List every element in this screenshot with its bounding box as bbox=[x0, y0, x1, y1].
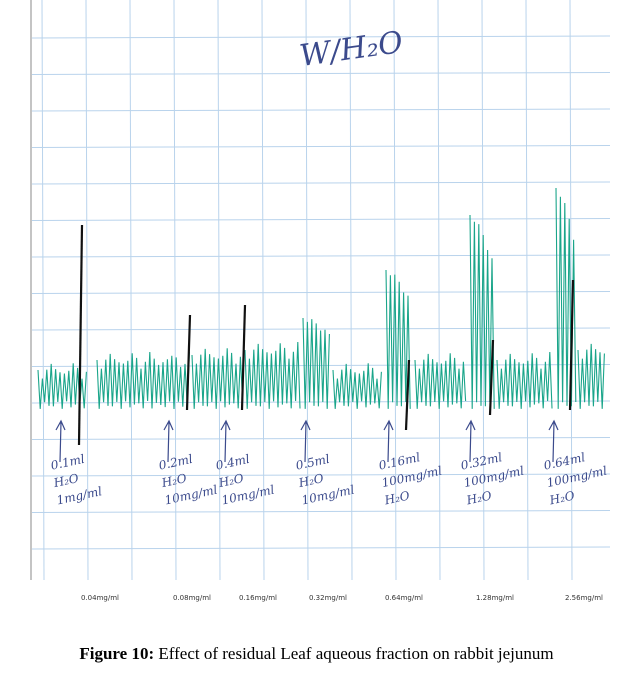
grid-line bbox=[31, 35, 611, 39]
grid-line bbox=[31, 218, 611, 221]
dose-arrow bbox=[300, 419, 311, 463]
dose-note: H₂O bbox=[216, 471, 245, 490]
grid-line bbox=[31, 254, 611, 258]
concentration-label: 0.08mg/ml bbox=[173, 594, 211, 602]
drug-spike bbox=[488, 339, 495, 416]
concentration-label: 0.16mg/ml bbox=[239, 594, 277, 602]
trace-segment bbox=[385, 269, 411, 409]
concentration-label: 0.32mg/ml bbox=[309, 594, 347, 602]
drug-spike bbox=[185, 314, 192, 411]
caption: Figure 10: Effect of residual Leaf aqueo… bbox=[0, 644, 633, 664]
concentration-label: 0.64mg/ml bbox=[385, 594, 423, 602]
trace-segment bbox=[332, 363, 382, 409]
grid-line bbox=[437, 0, 441, 581]
grid-line bbox=[41, 0, 45, 581]
paper bbox=[30, 0, 610, 580]
trace-segment bbox=[414, 353, 467, 409]
drug-spike bbox=[568, 279, 575, 411]
grid bbox=[31, 0, 611, 581]
dose-note: H₂O bbox=[547, 488, 576, 507]
dose-note: H₂O bbox=[464, 488, 493, 507]
dose-arrow bbox=[465, 419, 476, 463]
trace-segment bbox=[302, 317, 330, 409]
trace-segment bbox=[191, 348, 244, 409]
grid-line bbox=[85, 0, 89, 581]
grid-line bbox=[31, 145, 611, 148]
caption-number: Figure 10: bbox=[79, 644, 155, 663]
dose-note: H₂O bbox=[51, 471, 80, 490]
trace-segment bbox=[244, 341, 301, 409]
grid-line bbox=[349, 0, 353, 581]
grid-line bbox=[31, 437, 611, 440]
drug-spike bbox=[240, 304, 247, 411]
trace-segment bbox=[577, 343, 605, 409]
dose-arrow bbox=[220, 419, 231, 463]
grid-line bbox=[217, 0, 221, 581]
grid-line bbox=[31, 473, 611, 477]
grid-line bbox=[31, 181, 611, 185]
dose-note: H₂O bbox=[382, 488, 411, 507]
concentration-label: 1.28mg/ml bbox=[476, 594, 514, 602]
grid-line bbox=[129, 0, 133, 581]
grid-line bbox=[31, 108, 611, 112]
caption-text: Effect of residual Leaf aqueous fraction… bbox=[158, 644, 554, 663]
grid-line bbox=[261, 0, 265, 581]
dose-note: H₂O bbox=[159, 471, 188, 490]
trace-segment bbox=[96, 351, 190, 410]
grid-line bbox=[173, 0, 177, 581]
grid-line bbox=[31, 400, 611, 404]
grid-line bbox=[525, 0, 529, 581]
grid-line bbox=[31, 291, 611, 294]
grid-line bbox=[31, 72, 611, 75]
figure: W/H₂O 0.1mlH₂O1mg/ml0.04mg/ml0.2mlH₂O10m… bbox=[30, 0, 611, 602]
grid-line bbox=[569, 0, 573, 581]
dose-arrow bbox=[55, 419, 66, 463]
dose-arrow bbox=[548, 419, 559, 463]
dose-arrow bbox=[383, 419, 394, 463]
dose-note: H₂O bbox=[296, 471, 325, 490]
dose-arrow bbox=[163, 419, 174, 463]
concentration-label: 0.04mg/ml bbox=[81, 594, 119, 602]
grid-line bbox=[305, 0, 309, 581]
concentration-label: 2.56mg/ml bbox=[565, 594, 603, 602]
trace-segment bbox=[37, 363, 87, 409]
trace bbox=[37, 187, 605, 446]
drug-spike bbox=[404, 359, 411, 431]
grid-line bbox=[31, 327, 611, 331]
grid-line bbox=[31, 510, 611, 513]
trace-segment bbox=[496, 351, 553, 409]
drug-spike bbox=[77, 224, 84, 446]
trace-segment bbox=[469, 214, 495, 409]
grid-line bbox=[31, 546, 611, 550]
